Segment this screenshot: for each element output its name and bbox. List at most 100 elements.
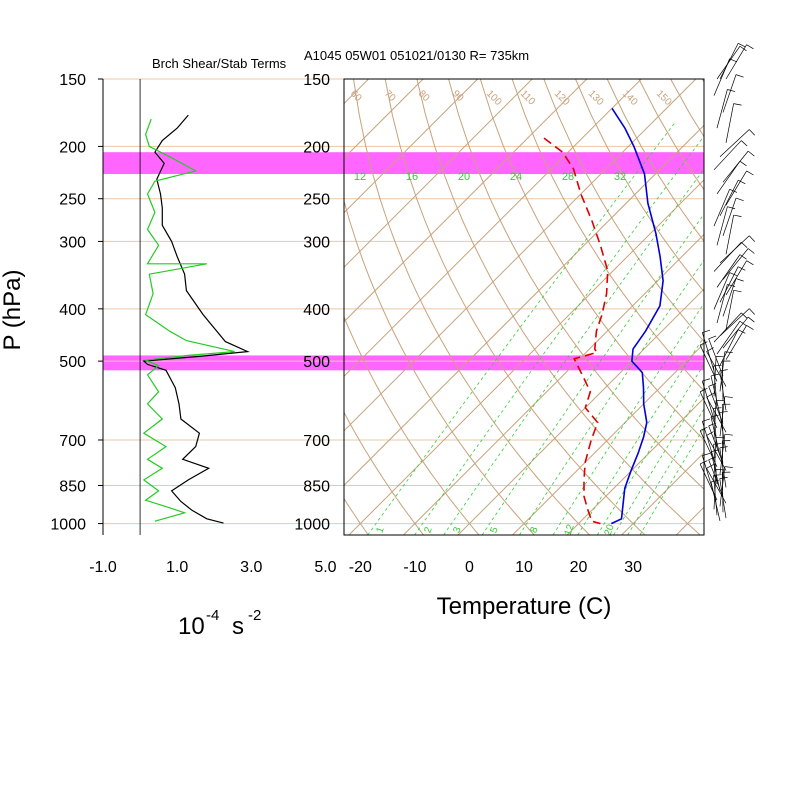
wind-barb-feather xyxy=(702,452,711,456)
isotherm--40 xyxy=(344,79,697,432)
mixing-ratio-top-label-2: 20 xyxy=(458,171,470,183)
wind-barb-feather xyxy=(727,206,736,210)
wind-barb xyxy=(719,308,755,337)
wind-barb-feather xyxy=(724,396,733,398)
wind-barb-staff xyxy=(716,206,728,246)
left-pressure-label-400: 400 xyxy=(59,302,86,319)
wind-barb-feather xyxy=(739,160,747,167)
wind-barb-feather xyxy=(719,446,728,449)
wind-barb-staff xyxy=(716,254,741,288)
wind-barb xyxy=(722,248,755,280)
wind-barb-feather xyxy=(729,58,738,63)
wind-barb xyxy=(719,410,728,453)
right-pressure-ticks: 150 200 250 300 400 500 700 850 1000 xyxy=(294,72,330,534)
mixing-ratio-5 xyxy=(481,213,704,535)
wind-barb xyxy=(701,418,715,460)
wind-barb-feather xyxy=(748,308,755,315)
mixing-ratio-top-label-0: 12 xyxy=(354,171,366,183)
wind-barb xyxy=(713,474,722,516)
wind-barb-staff xyxy=(719,370,727,411)
wind-barb-staff xyxy=(719,266,739,303)
mixing-ratio-1 xyxy=(367,121,677,535)
isotherm--70 xyxy=(344,79,533,268)
wind-barb-feather xyxy=(738,43,746,48)
mixing-ratio-labels: 12 16 20 24 28 321 2 3 5 8 12 20 xyxy=(354,171,626,537)
isotherm-10 xyxy=(512,342,704,535)
highlight-band-0 xyxy=(103,152,704,175)
wind-barb-feather xyxy=(724,466,733,468)
wind-barb-staff xyxy=(725,290,734,330)
wind-barb xyxy=(713,58,738,96)
wind-barb xyxy=(719,179,746,217)
units-exponent: -4 xyxy=(206,607,219,624)
wind-barb-feather xyxy=(729,188,738,193)
dry-adiabat-30 xyxy=(384,79,646,535)
left-pressure-label-200: 200 xyxy=(59,139,86,156)
left-pressure-label-500: 500 xyxy=(59,354,86,371)
wind-barb-feather xyxy=(733,103,742,106)
wind-barb-staff xyxy=(699,391,718,429)
units-seconds-exponent: -2 xyxy=(248,607,261,624)
wind-barb-staff xyxy=(721,361,724,402)
dry-adiabat-90 xyxy=(575,79,704,293)
wind-barb xyxy=(716,284,736,324)
wind-barb xyxy=(722,197,744,237)
right-pressure-label-850: 850 xyxy=(303,478,330,495)
wind-barb-feather xyxy=(713,443,722,445)
wind-barb-staff xyxy=(701,332,715,371)
wind-barb-staff xyxy=(722,150,749,183)
skewt-frame xyxy=(343,78,705,536)
temperature-axis-label: Temperature (C) xyxy=(437,593,612,620)
wind-barb-feather xyxy=(727,89,736,92)
wind-barb xyxy=(716,160,747,195)
wind-barb-feather xyxy=(739,254,747,260)
wind-barb-feather xyxy=(733,214,742,217)
wind-barb xyxy=(721,360,731,402)
temperature-ticks: -20 -10 0 10 20 30 xyxy=(349,559,642,576)
temperature-tick-label-5: 30 xyxy=(624,559,642,576)
wind-barb-feather xyxy=(706,431,714,436)
mixing-ratio-bottom-label-1: 2 xyxy=(423,525,435,534)
wind-barb-staff xyxy=(719,308,750,337)
wind-barb-feather xyxy=(702,378,711,382)
temperature-tick-label-2: 0 xyxy=(465,559,474,576)
wind-barb-staff xyxy=(725,170,747,206)
y-axis-label: P (hPa) xyxy=(0,270,26,351)
wind-barb-feather xyxy=(738,266,746,271)
isotherm--60 xyxy=(344,79,588,323)
wind-barb xyxy=(699,388,718,429)
wind-barb xyxy=(722,316,755,349)
wind-barb-staff xyxy=(719,129,750,157)
mixing-ratio-top-label-3: 24 xyxy=(510,171,522,183)
wind-barb-feather xyxy=(699,341,708,346)
mixing-ratio-bottom-label-4: 8 xyxy=(529,525,541,534)
wind-barb-feather xyxy=(710,373,719,377)
wind-barb-staff xyxy=(713,475,718,516)
wind-barb-staff xyxy=(716,89,728,129)
right-pressure-label-250: 250 xyxy=(303,192,330,209)
wind-barb-staff xyxy=(713,189,730,227)
wind-barb-staff xyxy=(719,447,727,488)
wind-barb-staff xyxy=(722,278,737,317)
left-x-tick-label-0: -1.0 xyxy=(89,559,117,576)
wind-barb-feather xyxy=(719,477,728,479)
wind-barb-feather xyxy=(733,289,742,293)
wind-barb-feather xyxy=(735,278,744,282)
highlight-bands xyxy=(103,152,704,371)
wind-barb xyxy=(716,254,747,288)
wind-barb xyxy=(719,43,746,80)
wind-barb-staff xyxy=(722,316,749,349)
wind-barb xyxy=(713,312,748,343)
wind-barb-feather xyxy=(713,364,722,367)
wind-barb-staff xyxy=(699,463,718,501)
wind-barb-feather xyxy=(699,460,708,465)
isotherm--30 xyxy=(344,124,704,487)
right-pressure-label-300: 300 xyxy=(303,234,330,251)
wind-barb xyxy=(713,241,748,272)
wind-barb-feather xyxy=(727,284,736,287)
isotherm-20 xyxy=(566,397,704,535)
wind-barb-feather xyxy=(708,456,717,461)
wind-barb xyxy=(713,272,738,310)
wind-barb-staff xyxy=(716,284,728,324)
